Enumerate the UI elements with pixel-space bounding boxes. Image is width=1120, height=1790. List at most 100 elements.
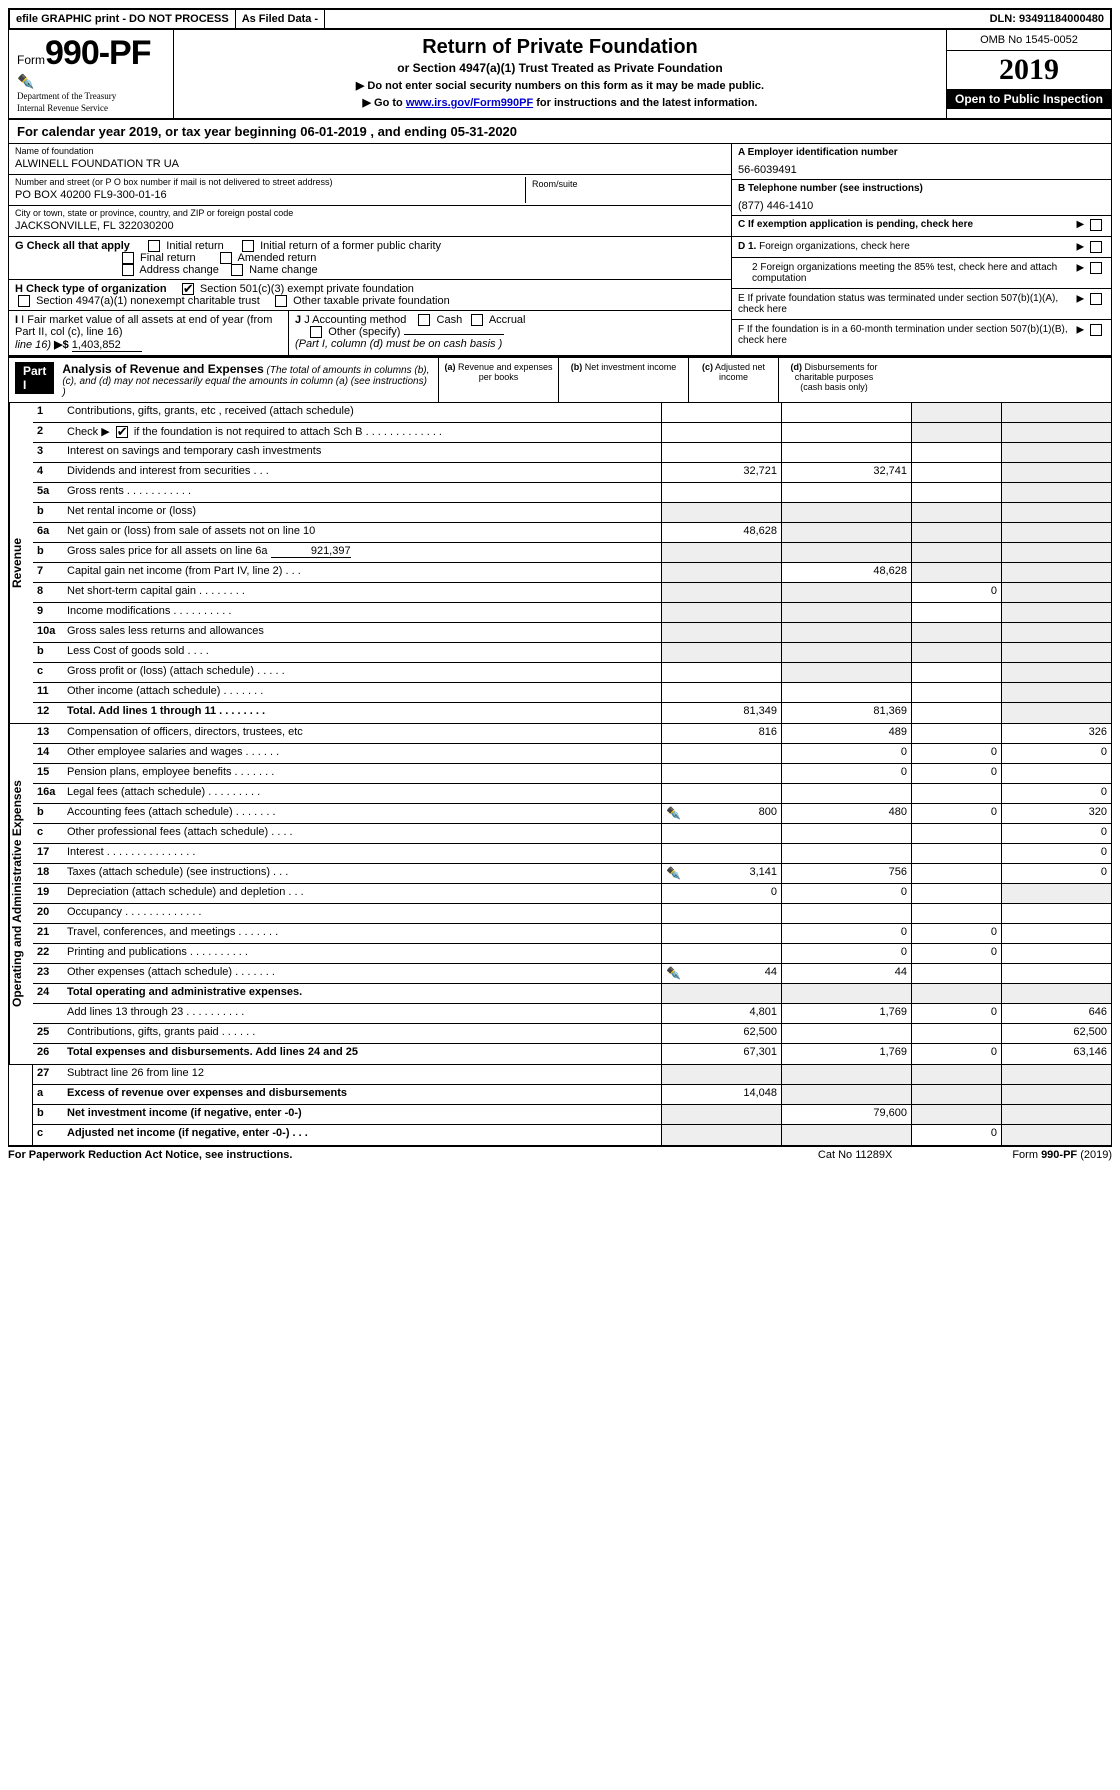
line-c: cAdjusted net income (if negative, enter… [33, 1125, 1111, 1145]
tax-year: 2019 [947, 51, 1111, 89]
g-initial-former-checkbox[interactable] [242, 240, 254, 252]
line-18: 18Taxes (attach schedule) (see instructi… [33, 864, 1111, 884]
line-27: 27Subtract line 26 from line 12 [33, 1065, 1111, 1085]
part1-grid: Revenue 1Contributions, gifts, grants, e… [8, 403, 1112, 1147]
c-checkbox[interactable] [1090, 219, 1102, 231]
ghij-block: G Check all that apply Initial return In… [8, 237, 1112, 356]
line-c: cGross profit or (loss) (attach schedule… [33, 663, 1111, 683]
line-4: 4Dividends and interest from securities … [33, 463, 1111, 483]
e-row: E If private foundation status was termi… [732, 289, 1111, 320]
room-suite-label: Room/suite [532, 179, 719, 191]
efile-label: efile GRAPHIC print - DO NOT PROCESS [10, 10, 236, 28]
omb-cell: OMB No 1545-0052 2019 Open to Public Ins… [946, 30, 1111, 118]
d1-row: D 1. D 1. Foreign organizations, check h… [732, 237, 1111, 258]
line-26: 26Total expenses and disbursements. Add … [33, 1044, 1111, 1064]
treasury-line2: Internal Revenue Service [17, 104, 165, 114]
line-b: bNet rental income or (loss) [33, 503, 1111, 523]
line-12: 12Total. Add lines 1 through 11 . . . . … [33, 703, 1111, 723]
col-c-header: (c) Adjusted net income [689, 358, 779, 402]
asfiled-label: As Filed Data - [236, 10, 325, 28]
j-cash-checkbox[interactable] [418, 314, 430, 326]
form-word: Form [17, 53, 45, 67]
ij-row: I I Fair market value of all assets at e… [9, 311, 731, 355]
j-other-checkbox[interactable] [310, 326, 322, 338]
h-row: H Check type of organization Section 501… [9, 280, 731, 311]
form-title: Return of Private Foundation [184, 36, 936, 59]
line-14: 14Other employee salaries and wages . . … [33, 744, 1111, 764]
e-checkbox[interactable] [1090, 293, 1102, 305]
i-cell: I I Fair market value of all assets at e… [9, 311, 289, 355]
h-501c3-checkbox[interactable] [182, 283, 194, 295]
attachment-icon[interactable]: ✒️ [666, 866, 681, 880]
line-20: 20Occupancy . . . . . . . . . . . . . [33, 904, 1111, 924]
h-4947-checkbox[interactable] [18, 295, 30, 307]
line-b: bLess Cost of goods sold . . . . [33, 643, 1111, 663]
g-amended-checkbox[interactable] [220, 252, 232, 264]
expenses-label: Operating and Administrative Expenses [9, 724, 33, 1064]
street-address: PO BOX 40200 FL9-300-01-16 [15, 188, 525, 202]
form-number: 990-PF [45, 34, 151, 72]
form-header: Form990-PF ✒️ Department of the Treasury… [8, 30, 1112, 118]
open-inspection: Open to Public Inspection [947, 89, 1111, 109]
part1-title: Analysis of Revenue and Expenses [62, 362, 263, 376]
line-17: 17Interest . . . . . . . . . . . . . . .… [33, 844, 1111, 864]
f-checkbox[interactable] [1090, 324, 1102, 336]
col-b-header: (b) Net investment income [559, 358, 689, 402]
part1-badge: Part I [15, 362, 54, 394]
info-block: Name of foundation ALWINELL FOUNDATION T… [8, 144, 1112, 237]
line-a: aExcess of revenue over expenses and dis… [33, 1085, 1111, 1105]
irs-link[interactable]: www.irs.gov/Form990PF [406, 97, 533, 109]
attachment-icon[interactable]: ✒️ [666, 966, 681, 980]
dln-value: 93491184000480 [1019, 13, 1104, 25]
d2-checkbox[interactable] [1090, 262, 1102, 274]
line-19: 19Depreciation (attach schedule) and dep… [33, 884, 1111, 904]
note-ssn: ▶ Do not enter social security numbers o… [184, 79, 936, 92]
form-subtitle: or Section 4947(a)(1) Trust Treated as P… [184, 61, 936, 75]
line-25: 25Contributions, gifts, grants paid . . … [33, 1024, 1111, 1044]
g-name-checkbox[interactable] [231, 264, 243, 276]
fmv-value: 1,403,852 [72, 339, 142, 352]
g-initial-checkbox[interactable] [148, 240, 160, 252]
d2-row: 2 Foreign organizations meeting the 85% … [732, 258, 1111, 289]
line-11: 11Other income (attach schedule) . . . .… [33, 683, 1111, 703]
line-7: 7Capital gain net income (from Part IV, … [33, 563, 1111, 583]
j-accrual-checkbox[interactable] [471, 314, 483, 326]
omb-no: OMB No 1545-0052 [947, 30, 1111, 51]
form-number-cell: Form990-PF ✒️ Department of the Treasury… [9, 30, 174, 118]
line-5a: 5aGross rents . . . . . . . . . . . [33, 483, 1111, 503]
exemption-c-cell: C If exemption application is pending, c… [732, 216, 1111, 233]
paperwork-notice: For Paperwork Reduction Act Notice, see … [8, 1149, 818, 1161]
line-24: 24Total operating and administrative exp… [33, 984, 1111, 1004]
revenue-label: Revenue [9, 403, 33, 723]
line-b: bGross sales price for all assets on lin… [33, 543, 1111, 563]
line-2: 2Check ▶ if the foundation is not requir… [33, 423, 1111, 443]
city-cell: City or town, state or province, country… [9, 206, 731, 236]
line-21: 21Travel, conferences, and meetings . . … [33, 924, 1111, 944]
col-a-header: (a) Revenue and expenses per books [439, 358, 559, 402]
f-row: F If the foundation is in a 60-month ter… [732, 320, 1111, 350]
telephone-value: (877) 446-1410 [738, 195, 1105, 213]
ein-value: 56-6039491 [738, 159, 1105, 177]
title-cell: Return of Private Foundation or Section … [174, 30, 946, 118]
attachment-icon[interactable]: ✒️ [666, 806, 681, 820]
treasury-line1: Department of the Treasury [17, 92, 165, 102]
line-6a: 6aNet gain or (loss) from sale of assets… [33, 523, 1111, 543]
efile-topbar: efile GRAPHIC print - DO NOT PROCESS As … [8, 8, 1112, 30]
line-c: cOther professional fees (attach schedul… [33, 824, 1111, 844]
line-b: bNet investment income (if negative, ent… [33, 1105, 1111, 1125]
page-footer: For Paperwork Reduction Act Notice, see … [8, 1147, 1112, 1163]
h-other-checkbox[interactable] [275, 295, 287, 307]
j-cell: J J Accounting method Cash Accrual Other… [289, 311, 731, 355]
line-15: 15Pension plans, employee benefits . . .… [33, 764, 1111, 784]
g-address-checkbox[interactable] [122, 264, 134, 276]
line-9: 9Income modifications . . . . . . . . . … [33, 603, 1111, 623]
address-row: Number and street (or P O box number if … [9, 175, 731, 206]
line-10a: 10aGross sales less returns and allowanc… [33, 623, 1111, 643]
d1-checkbox[interactable] [1090, 241, 1102, 253]
line-16a: 16aLegal fees (attach schedule) . . . . … [33, 784, 1111, 804]
note-goto: ▶ Go to www.irs.gov/Form990PF for instru… [184, 96, 936, 109]
g-row: G Check all that apply Initial return In… [9, 237, 731, 280]
g-final-checkbox[interactable] [122, 252, 134, 264]
line-1: 1Contributions, gifts, grants, etc , rec… [33, 403, 1111, 423]
telephone-cell: B Telephone number (see instructions) (8… [732, 180, 1111, 216]
